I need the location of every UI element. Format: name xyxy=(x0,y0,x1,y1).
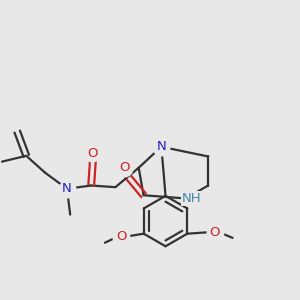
Text: NH: NH xyxy=(182,192,201,205)
Text: N: N xyxy=(156,140,166,153)
Text: O: O xyxy=(87,147,98,160)
Text: N: N xyxy=(62,182,72,195)
Text: O: O xyxy=(119,161,129,174)
Text: O: O xyxy=(209,226,220,238)
Text: O: O xyxy=(116,230,126,243)
